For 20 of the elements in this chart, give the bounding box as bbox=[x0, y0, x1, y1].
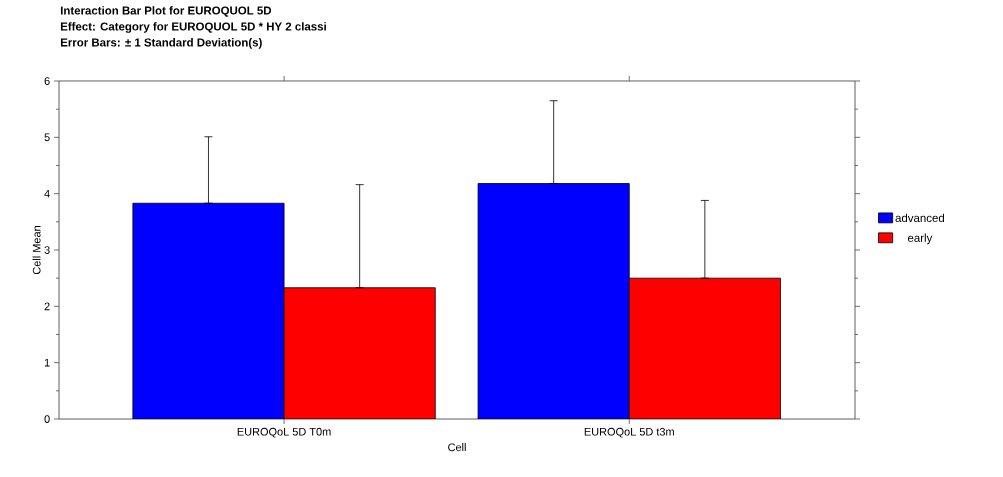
y-tick-label: 5 bbox=[44, 133, 50, 142]
chart-subtitle: Effect: Category for EUROQUOL 5D * HY 2 classi bbox=[60, 22, 326, 33]
y-tick-label: 0 bbox=[44, 415, 50, 423]
legend-label: advanced bbox=[895, 213, 944, 223]
y-axis-title: Cell Mean bbox=[32, 226, 41, 275]
y-tick-label: 6 bbox=[44, 77, 50, 85]
bar bbox=[628, 277, 781, 419]
x-tick-label: EUROQoL 5D t3m bbox=[584, 427, 674, 438]
x-tick-label: EUROQoL 5D T0m bbox=[237, 427, 331, 438]
x-axis-title: Cell bbox=[448, 443, 466, 452]
chart-title: Interaction Bar Plot for EUROQUOL 5D bbox=[60, 6, 272, 17]
y-tick-label: 4 bbox=[44, 189, 50, 198]
bar bbox=[283, 287, 436, 419]
legend-label: early bbox=[907, 233, 933, 245]
y-tick-label: 1 bbox=[44, 358, 50, 367]
text: Error Bars: ± 1 Standard Deviation(s) bbox=[60, 38, 262, 49]
bar bbox=[132, 202, 285, 419]
bar bbox=[477, 183, 630, 419]
y-tick-label: 3 bbox=[44, 246, 50, 254]
y-tick-label: 2 bbox=[44, 302, 50, 311]
